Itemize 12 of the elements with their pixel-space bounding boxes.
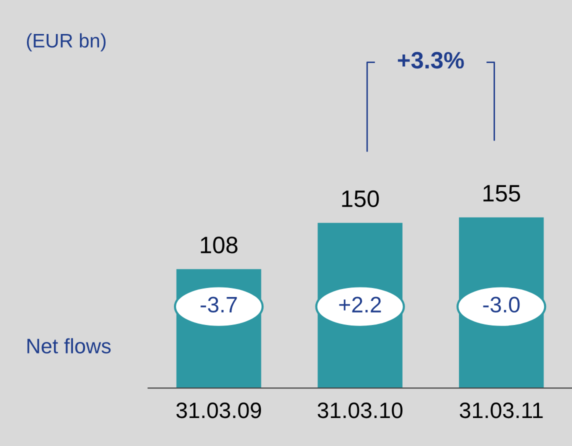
text: Net flows [27, 338, 111, 354]
data-label: 150 [342, 190, 379, 208]
x-tick-label: 31.03.11 [460, 402, 543, 418]
x-tick-label: 31.03.10 [318, 402, 402, 418]
text: +3.3% [398, 52, 464, 69]
annotation: -3.0 [483, 296, 520, 313]
text: (EUR bn) [26, 33, 106, 52]
data-label: 155 [483, 185, 520, 202]
x-tick-label: 31.03.09 [176, 402, 261, 418]
data-label: 108 [200, 236, 238, 254]
annotation: -3.7 [200, 296, 237, 313]
annotation: +2.2 [339, 296, 381, 312]
